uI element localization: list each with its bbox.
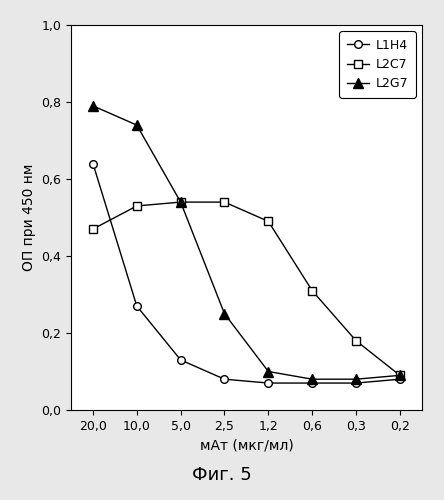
L2C7 <box>353 338 359 344</box>
L1H4 <box>222 376 227 382</box>
Line: L2G7: L2G7 <box>88 102 404 384</box>
L2G7 <box>266 368 271 374</box>
Line: L1H4: L1H4 <box>89 160 404 387</box>
L1H4 <box>353 380 359 386</box>
L1H4 <box>178 357 183 363</box>
L2G7 <box>222 311 227 317</box>
L1H4 <box>397 376 403 382</box>
L2C7 <box>309 288 315 294</box>
L2G7 <box>178 199 183 205</box>
L2C7 <box>134 203 139 209</box>
L2G7 <box>353 376 359 382</box>
L1H4 <box>309 380 315 386</box>
Line: L2C7: L2C7 <box>89 198 404 379</box>
Text: Фиг. 5: Фиг. 5 <box>192 466 252 484</box>
L2G7 <box>90 103 95 109</box>
L2C7 <box>178 199 183 205</box>
L2G7 <box>134 122 139 128</box>
L2C7 <box>90 226 95 232</box>
L1H4 <box>266 380 271 386</box>
L2G7 <box>397 372 403 378</box>
L1H4 <box>134 303 139 309</box>
L2C7 <box>397 372 403 378</box>
L2C7 <box>266 218 271 224</box>
Legend: L1H4, L2C7, L2G7: L1H4, L2C7, L2G7 <box>339 31 416 98</box>
X-axis label: мАт (мкг/мл): мАт (мкг/мл) <box>199 438 293 452</box>
L1H4 <box>90 160 95 166</box>
L2G7 <box>309 376 315 382</box>
L2C7 <box>222 199 227 205</box>
Y-axis label: ОП при 450 нм: ОП при 450 нм <box>22 164 36 271</box>
